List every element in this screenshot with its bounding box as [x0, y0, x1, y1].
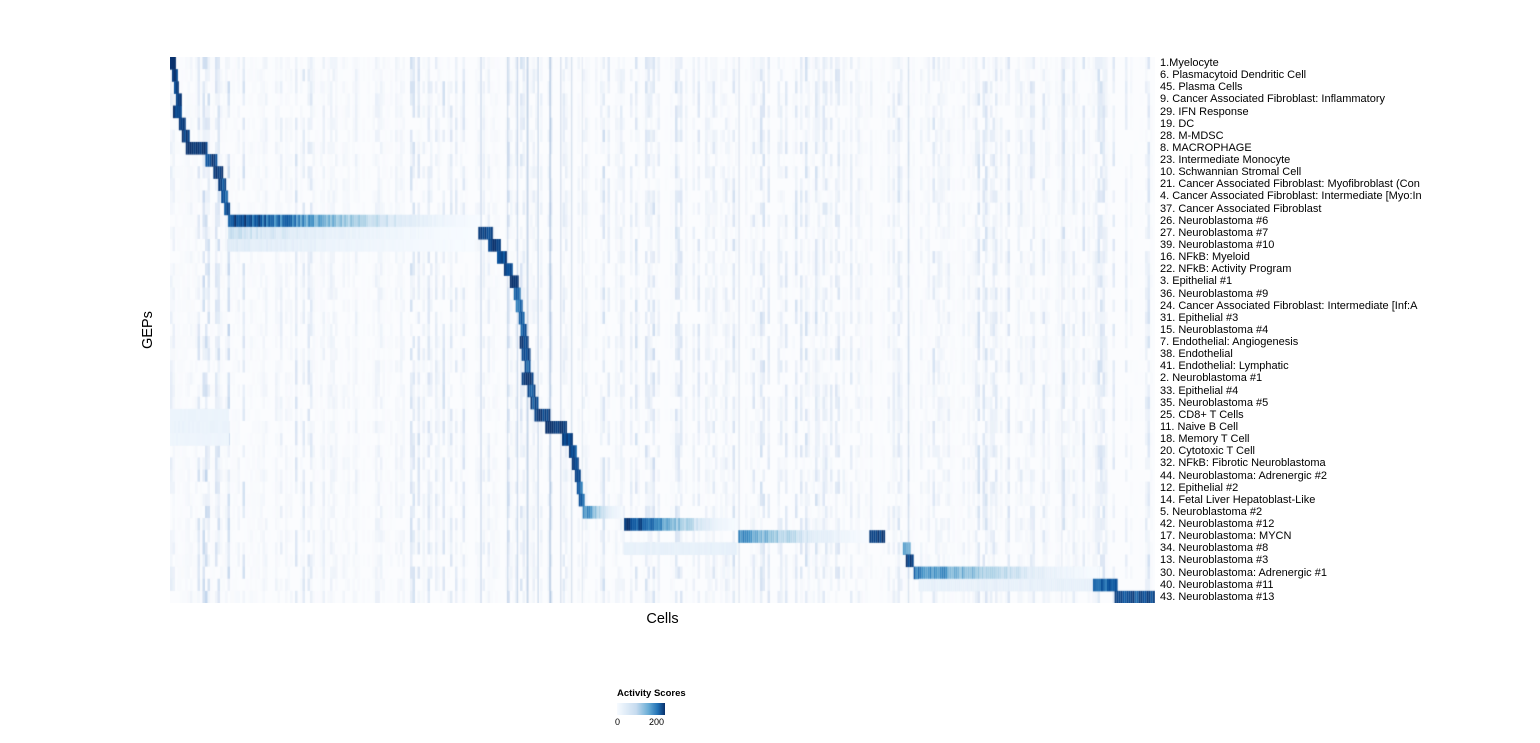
row-label: 1.Myelocyte — [1160, 57, 1219, 69]
row-label: 17. Neuroblastoma: MYCN — [1160, 530, 1292, 543]
legend-title: Activity Scores — [617, 688, 686, 699]
row-label: 34. Neuroblastoma #8 — [1160, 542, 1269, 555]
legend-tick-min: 0 — [615, 717, 621, 727]
row-label: 23. Intermediate Monocyte — [1160, 154, 1291, 167]
row-label: 30. Neuroblastoma: Adrenergic #1 — [1160, 566, 1327, 579]
row-label: 35. Neuroblastoma #5 — [1160, 396, 1269, 409]
row-label: 36. Neuroblastoma #9 — [1160, 287, 1269, 300]
row-label: 24. Cancer Associated Fibroblast: Interm… — [1160, 299, 1418, 312]
row-label: 33. Epithelial #4 — [1160, 384, 1239, 397]
row-label: 20. Cytotoxic T Cell — [1160, 445, 1255, 458]
row-label: 40. Neuroblastoma #11 — [1160, 578, 1274, 591]
row-label: 25. CD8+ T Cells — [1160, 408, 1244, 421]
row-label: 45. Plasma Cells — [1160, 81, 1243, 94]
row-label: 16. NFkB: Myeloid — [1160, 251, 1250, 264]
y-axis-label: GEPs — [140, 311, 156, 349]
row-label: 5. Neuroblastoma #2 — [1160, 505, 1263, 518]
row-label: 10. Schwannian Stromal Cell — [1160, 166, 1302, 179]
row-label: 9. Cancer Associated Fibroblast: Inflamm… — [1160, 93, 1385, 106]
legend-tick-max: 200 — [649, 717, 665, 727]
row-label: 39. Neuroblastoma #10 — [1160, 239, 1275, 251]
row-label: 22. NFkB: Activity Program — [1160, 263, 1292, 276]
x-axis-label: Cells — [646, 611, 679, 627]
row-label: 28. M-MDSC — [1160, 129, 1224, 142]
row-label: 18. Memory T Cell — [1160, 433, 1250, 446]
row-labels: 1.Myelocyte 6. Plasmacytoid Dendritic Cel… — [1160, 57, 1540, 613]
row-label: 13. Neuroblastoma #3 — [1160, 554, 1269, 567]
row-label: 15. Neuroblastoma #4 — [1160, 323, 1269, 336]
legend: Activity Scores 0 200 — [615, 688, 737, 729]
row-label: 29. IFN Response — [1160, 105, 1249, 118]
row-label: 32. NFkB: Fibrotic Neuroblastoma — [1160, 457, 1326, 470]
heatmap-plot-area — [170, 57, 1155, 603]
row-label: 43. Neuroblastoma #13 — [1160, 590, 1275, 603]
row-label: 44. Neuroblastoma: Adrenergic #2 — [1160, 469, 1327, 482]
row-label: 37. Cancer Associated Fibroblast — [1160, 202, 1322, 215]
row-label: 12. Epithelial #2 — [1160, 481, 1239, 494]
row-label: 8. MACROPHAGE — [1160, 141, 1252, 154]
row-label: 11. Naive B Cell — [1160, 421, 1239, 433]
legend-colorbar — [617, 703, 665, 715]
row-label: 41. Endothelial: Lymphatic — [1160, 360, 1289, 373]
row-label: 6. Plasmacytoid Dendritic Cell — [1160, 69, 1307, 82]
row-label: 19. DC — [1160, 117, 1195, 130]
row-label: 7. Endothelial: Angiogenesis — [1160, 336, 1299, 349]
row-label: 31. Epithelial #3 — [1160, 311, 1239, 324]
row-label: 26. Neuroblastoma #6 — [1160, 214, 1269, 227]
row-label: 21. Cancer Associated Fibroblast: Myofib… — [1160, 178, 1420, 191]
row-label: 38. Endothelial — [1160, 348, 1233, 361]
legend-ticks: 0 200 — [615, 717, 737, 729]
row-label: 3. Epithelial #1 — [1160, 275, 1233, 288]
row-label: 14. Fetal Liver Hepatoblast-Like — [1160, 493, 1316, 506]
row-label: 4. Cancer Associated Fibroblast: Interme… — [1160, 190, 1422, 203]
row-label: 27. Neuroblastoma #7 — [1160, 226, 1269, 239]
row-label: 42. Neuroblastoma #12 — [1160, 518, 1275, 531]
row-label: 2. Neuroblastoma #1 — [1160, 372, 1263, 385]
